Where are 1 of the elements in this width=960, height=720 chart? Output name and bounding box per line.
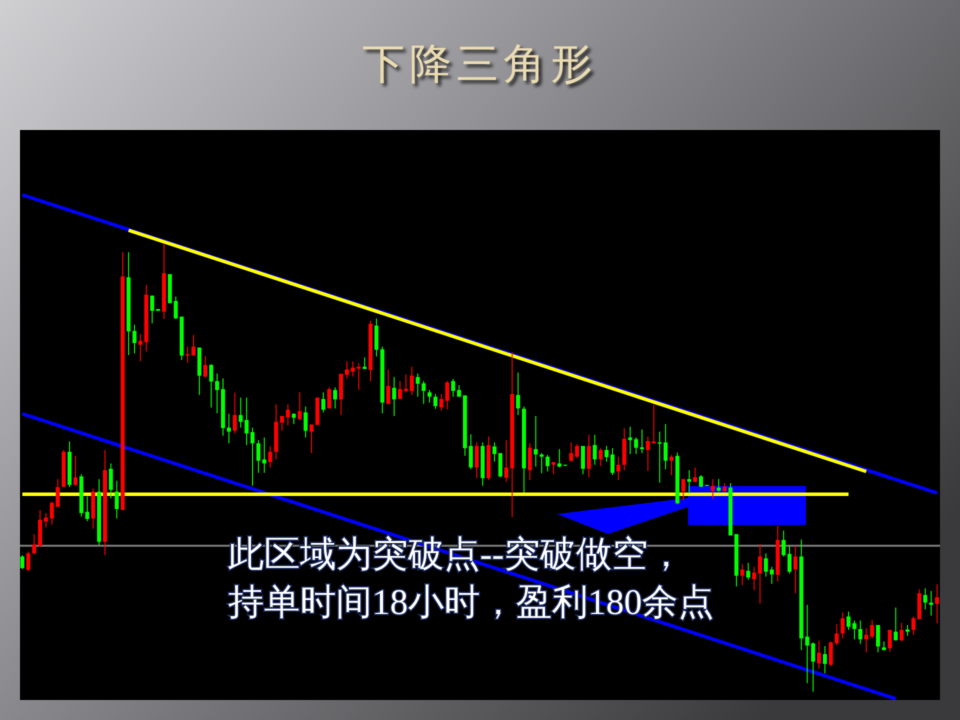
- title: 下降三角形: [362, 42, 598, 88]
